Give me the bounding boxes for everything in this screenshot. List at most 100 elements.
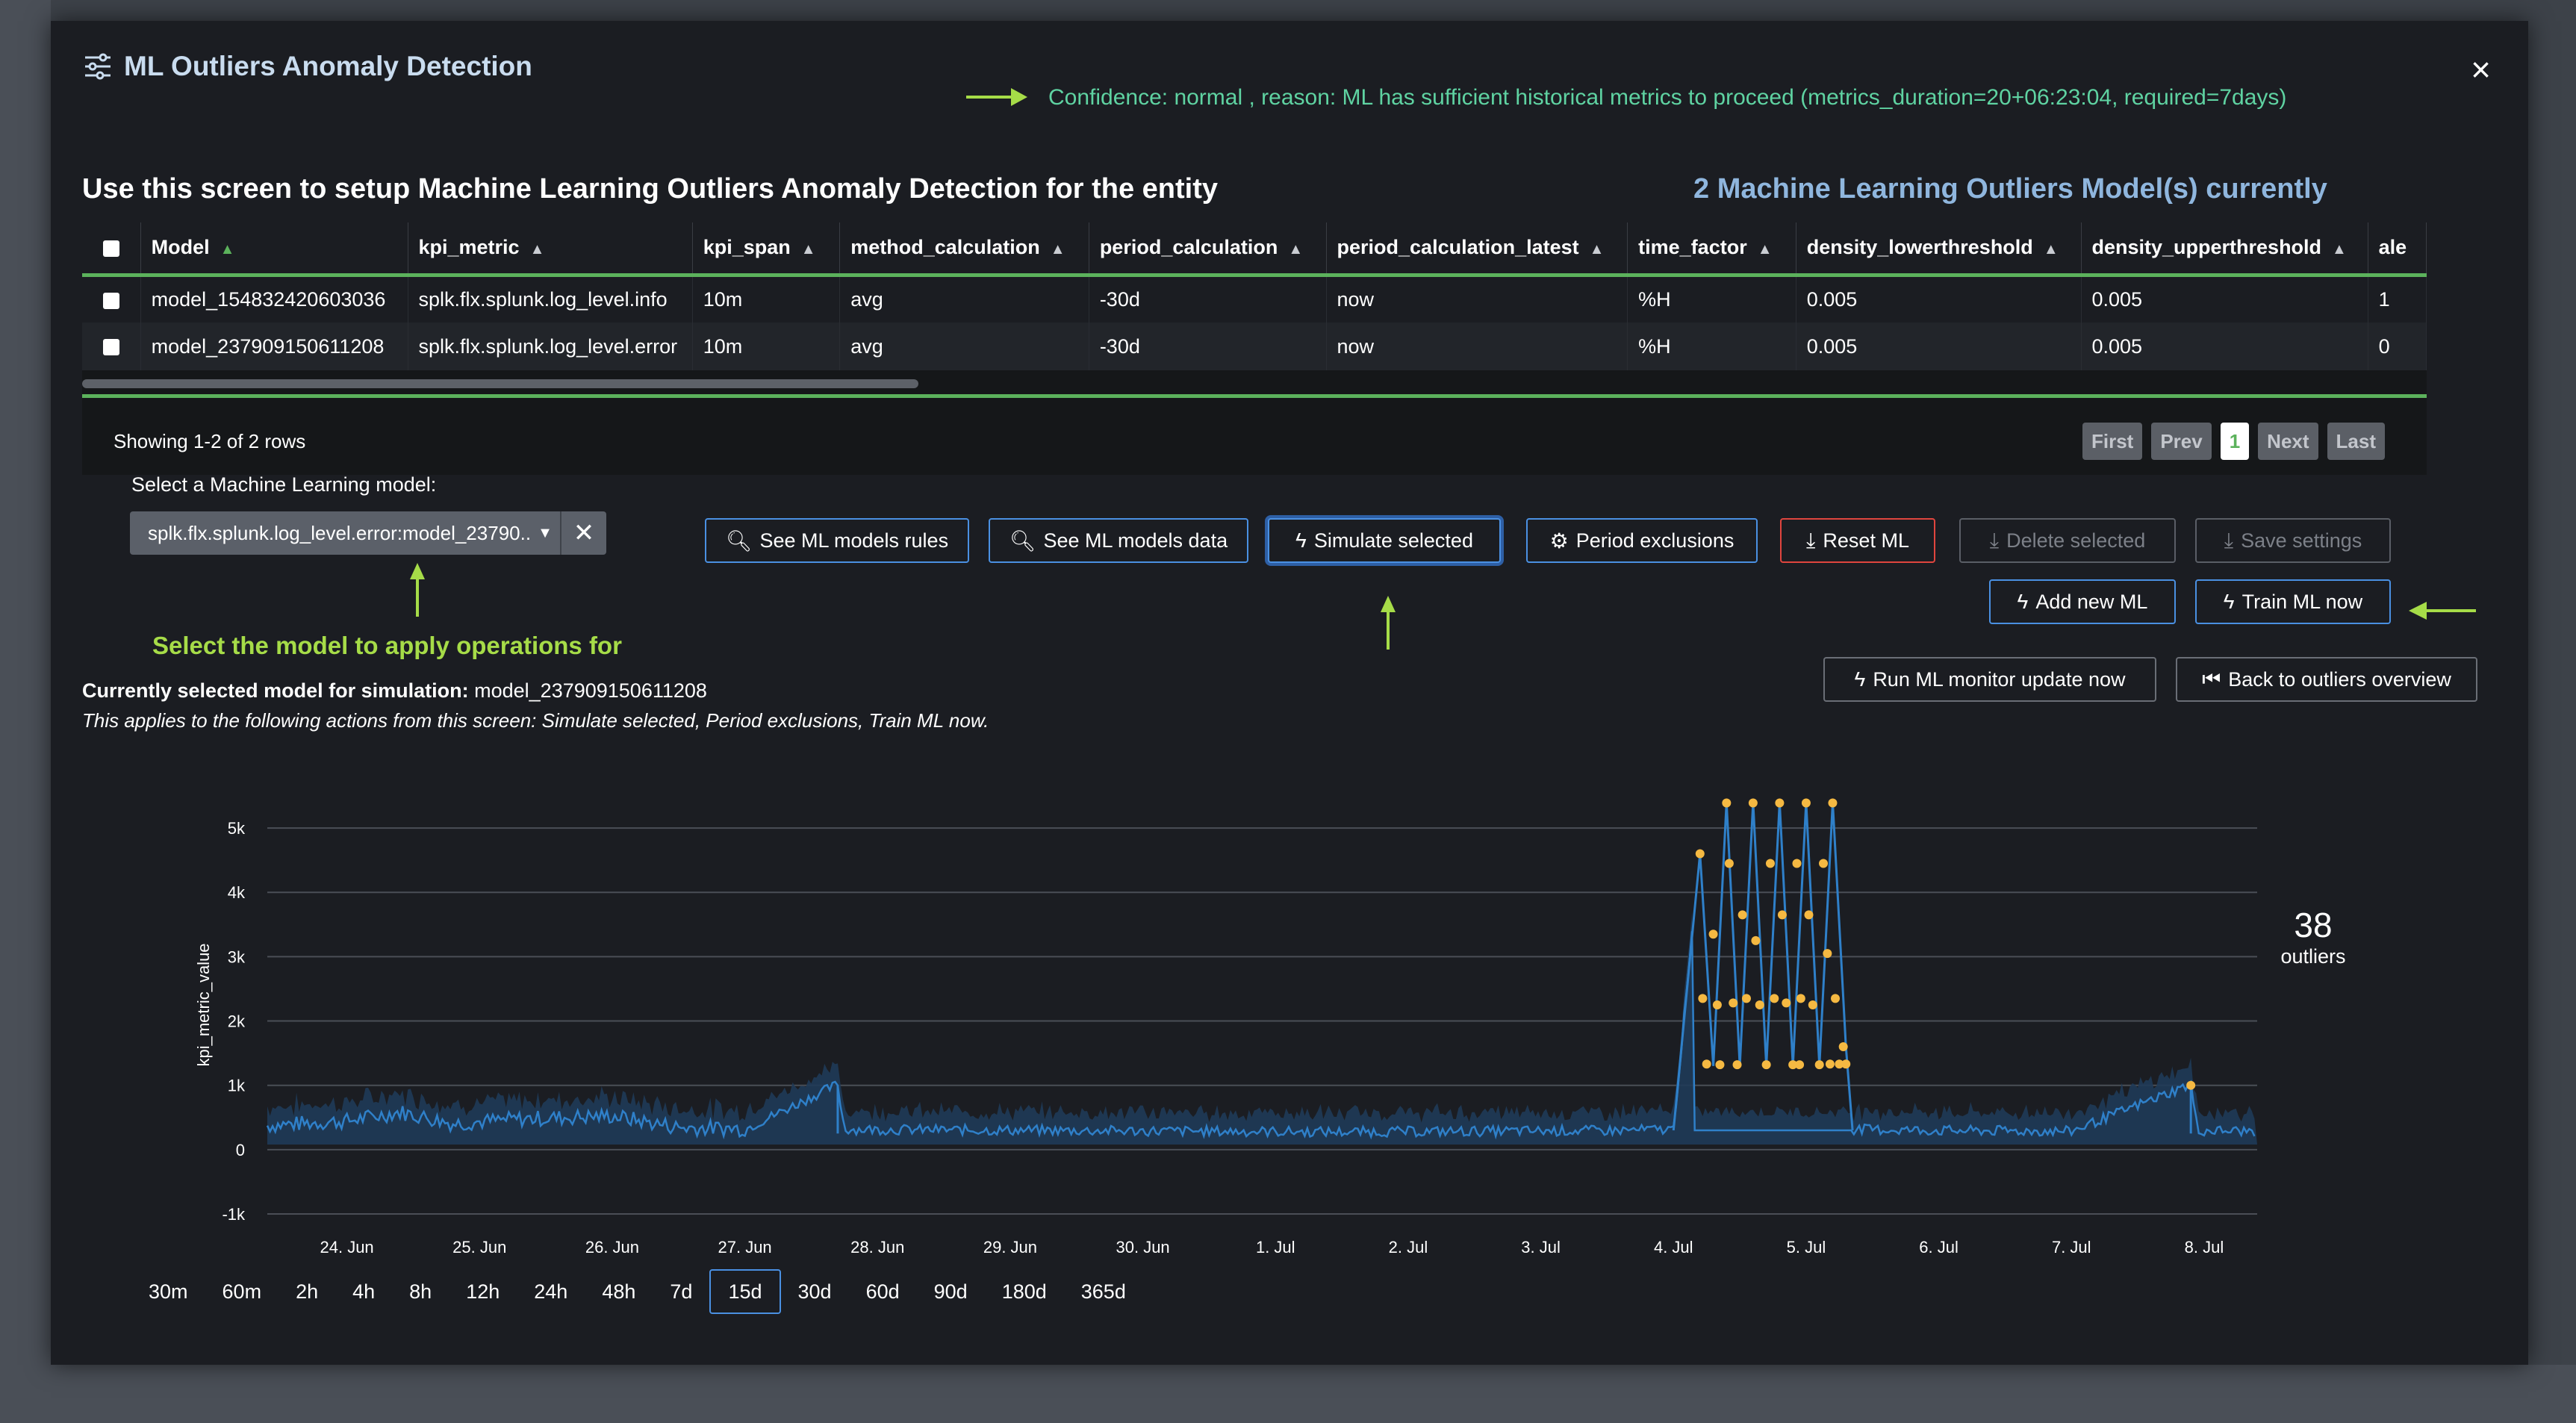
pager-page-1[interactable]: 1 [2220, 423, 2250, 460]
outlier-point[interactable] [1748, 798, 1758, 808]
button-label: Simulate selected [1313, 529, 1473, 552]
outlier-point[interactable] [1729, 998, 1738, 1008]
outlier-point[interactable] [1823, 949, 1832, 959]
clear-selection-icon[interactable]: ✕ [560, 511, 606, 555]
model-select-value: splk.flx.splunk.log_level.error:model_23… [148, 521, 530, 544]
column-header-density-lowerthreshold[interactable]: density_lowerthreshold ▲ [1796, 222, 2082, 277]
table-row[interactable]: model_154832420603036 splk.flx.splunk.lo… [82, 275, 2427, 323]
column-header-time-factor[interactable]: time_factor ▲ [1627, 222, 1796, 277]
back-to-outliers-button[interactable]: ⏮ Back to outliers overview [2176, 657, 2477, 702]
outlier-point[interactable] [1732, 1060, 1742, 1070]
time-range-15d[interactable]: 15d [709, 1269, 781, 1314]
outlier-point[interactable] [1835, 1059, 1844, 1069]
time-range-4h[interactable]: 4h [352, 1280, 376, 1303]
outlier-point[interactable] [1698, 994, 1708, 1003]
column-header-ale[interactable]: ale [2368, 222, 2427, 277]
outlier-point[interactable] [1792, 859, 1802, 868]
table-cell: %H [1627, 323, 1796, 370]
simulate-selected-button[interactable]: ϟ Simulate selected [1268, 518, 1501, 563]
pager-last-button[interactable]: Last [2327, 423, 2385, 460]
outlier-point[interactable] [1841, 1059, 1851, 1069]
outlier-point[interactable] [1702, 1059, 1711, 1069]
outlier-point[interactable] [1831, 994, 1841, 1003]
outlier-point[interactable] [1788, 1060, 1798, 1070]
time-range-2h[interactable]: 2h [296, 1280, 319, 1303]
outlier-point[interactable] [2186, 1080, 2196, 1090]
outlier-point[interactable] [1814, 1060, 1824, 1070]
add-new-ml-button[interactable]: ϟ Add new ML [1989, 579, 2176, 624]
outlier-point[interactable] [1708, 930, 1718, 939]
outlier-point[interactable] [1765, 859, 1775, 868]
pager-next-button[interactable]: Next [2258, 423, 2318, 460]
outlier-point[interactable] [1808, 1000, 1817, 1009]
outlier-point[interactable] [1737, 910, 1747, 920]
pager-prev-button[interactable]: Prev [2151, 423, 2212, 460]
models-table: Model ▲ kpi_metric ▲ kpi_span ▲ method_calc… [82, 222, 2427, 370]
outlier-point[interactable] [1751, 935, 1761, 945]
run-ml-monitor-button[interactable]: ϟ Run ML monitor update now [1823, 657, 2156, 702]
train-ml-now-button[interactable]: ϟ Train ML now [2195, 579, 2391, 624]
outlier-point[interactable] [1741, 994, 1751, 1003]
outlier-point[interactable] [1801, 798, 1811, 808]
outlier-point[interactable] [1795, 1060, 1805, 1070]
search-icon: 🔍︎ [1009, 529, 1036, 552]
outlier-point[interactable] [1695, 849, 1705, 859]
time-range-90d[interactable]: 90d [933, 1280, 968, 1303]
outlier-point[interactable] [1722, 798, 1732, 808]
outlier-point[interactable] [1770, 994, 1779, 1003]
outlier-point[interactable] [1715, 1060, 1725, 1070]
time-range-365d[interactable]: 365d [1080, 1280, 1126, 1303]
caret-down-icon[interactable]: ▼ [538, 524, 553, 541]
outlier-point[interactable] [1775, 798, 1785, 808]
time-range-48h[interactable]: 48h [602, 1280, 636, 1303]
time-range-8h[interactable]: 8h [409, 1280, 432, 1303]
outlier-point[interactable] [1828, 798, 1838, 808]
save-settings-button[interactable]: ⤓ Save settings [2195, 518, 2391, 563]
period-exclusions-button[interactable]: ⚙ Period exclusions [1526, 518, 1758, 563]
time-range-60m[interactable]: 60m [222, 1280, 262, 1303]
time-range-24h[interactable]: 24h [534, 1280, 568, 1303]
column-header-model[interactable]: Model ▲ [140, 222, 408, 277]
row-checkbox[interactable] [102, 339, 119, 356]
column-header-period-calculation[interactable]: period_calculation ▲ [1089, 222, 1327, 277]
column-label: Model [151, 236, 210, 259]
time-range-12h[interactable]: 12h [466, 1280, 500, 1303]
model-select[interactable]: splk.flx.splunk.log_level.error:model_23… [130, 511, 606, 555]
close-button[interactable]: × [2471, 50, 2491, 89]
outlier-point[interactable] [1838, 1042, 1848, 1051]
delete-selected-button[interactable]: ⤓ Delete selected [1959, 518, 2176, 563]
outlier-point[interactable] [1782, 998, 1791, 1008]
column-header-period-calculation-latest[interactable]: period_calculation_latest ▲ [1326, 222, 1628, 277]
select-all-checkbox[interactable] [102, 240, 119, 258]
column-header-kpi-metric[interactable]: kpi_metric ▲ [408, 222, 693, 277]
time-range-30d[interactable]: 30d [797, 1280, 832, 1303]
time-range-30m[interactable]: 30m [149, 1280, 188, 1303]
scrollbar-thumb[interactable] [82, 379, 918, 388]
column-header-density-upperthreshold[interactable]: density_upperthreshold ▲ [2081, 222, 2368, 277]
pager-first-button[interactable]: First [2082, 423, 2143, 460]
column-header-method-calculation[interactable]: method_calculation ▲ [839, 222, 1089, 277]
outlier-point[interactable] [1825, 1059, 1835, 1069]
time-range-7d[interactable]: 7d [670, 1280, 693, 1303]
outliers-chart[interactable]: 5k 4k 3k 2k 1k 0 -1k kpi_metric_value 24. Jun 25.… [125, 751, 2291, 1281]
outlier-point[interactable] [1819, 859, 1829, 868]
model-count: 2 Machine Learning Outliers Model(s) cur… [1693, 173, 2327, 205]
outlier-point[interactable] [1777, 910, 1787, 920]
column-header-kpi-span[interactable]: kpi_span ▲ [692, 222, 841, 277]
outlier-point[interactable] [1724, 859, 1734, 868]
row-checkbox[interactable] [102, 292, 119, 309]
table-row[interactable]: model_237909150611208 splk.flx.splunk.lo… [82, 323, 2427, 370]
outlier-point[interactable] [1796, 994, 1805, 1003]
reset-ml-button[interactable]: ⤓ Reset ML [1780, 518, 1935, 563]
column-label: period_calculation [1099, 236, 1278, 259]
outlier-point[interactable] [1755, 1000, 1764, 1009]
table-horizontal-scrollbar[interactable] [82, 376, 2427, 390]
time-range-60d[interactable]: 60d [865, 1280, 900, 1303]
outlier-point[interactable] [1712, 1000, 1722, 1009]
see-ml-rules-button[interactable]: 🔍︎ See ML models rules [705, 518, 969, 563]
time-range-180d[interactable]: 180d [1001, 1280, 1047, 1303]
see-ml-data-button[interactable]: 🔍︎ See ML models data [989, 518, 1248, 563]
outlier-point[interactable] [1804, 910, 1814, 920]
button-label: Train ML now [2241, 590, 2363, 613]
outlier-point[interactable] [1761, 1060, 1771, 1070]
